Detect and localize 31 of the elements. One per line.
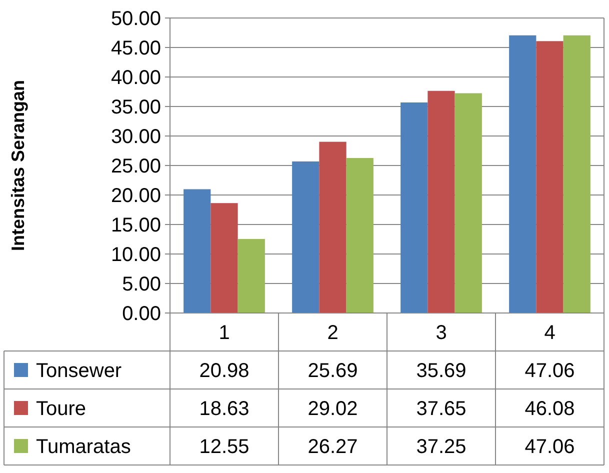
data-label: 25.69 (308, 360, 358, 382)
x-tick-label: 1 (218, 322, 230, 344)
data-label: 35.69 (416, 360, 466, 382)
y-tick-label: 5.00 (122, 274, 161, 296)
y-tick-label: 30.00 (110, 126, 161, 148)
x-tick-label: 3 (436, 322, 447, 344)
y-tick-label: 20.00 (110, 185, 161, 207)
y-tick-label: 45.00 (110, 38, 161, 60)
data-label: 46.08 (524, 398, 575, 420)
y-tick-label: 50.00 (110, 8, 161, 30)
data-label: 37.25 (416, 436, 466, 458)
y-tick-label: 25.00 (110, 156, 161, 178)
y-tick-label: 10.00 (110, 244, 161, 266)
data-label: 37.65 (416, 398, 466, 420)
y-tick-label: 15.00 (110, 214, 161, 236)
x-tick-label: 4 (544, 322, 556, 344)
data-label: 20.98 (199, 360, 250, 382)
data-label: 18.63 (199, 398, 250, 420)
legend-label: Tonsewer (36, 360, 122, 382)
data-label: 26.27 (308, 436, 358, 458)
data-label: 12.55 (199, 436, 250, 458)
y-tick-label: 35.00 (110, 96, 161, 118)
legend-label: Toure (36, 398, 86, 420)
y-tick-label: 40.00 (110, 67, 161, 89)
x-tick-label: 2 (327, 322, 338, 344)
y-tick-label: 0.00 (122, 303, 161, 325)
legend-label: Tumaratas (36, 436, 131, 458)
data-label: 47.06 (524, 360, 575, 382)
data-label: 29.02 (308, 398, 358, 420)
y-axis-title: Intensitas Serangan (8, 80, 28, 252)
data-label: 47.06 (524, 436, 575, 458)
